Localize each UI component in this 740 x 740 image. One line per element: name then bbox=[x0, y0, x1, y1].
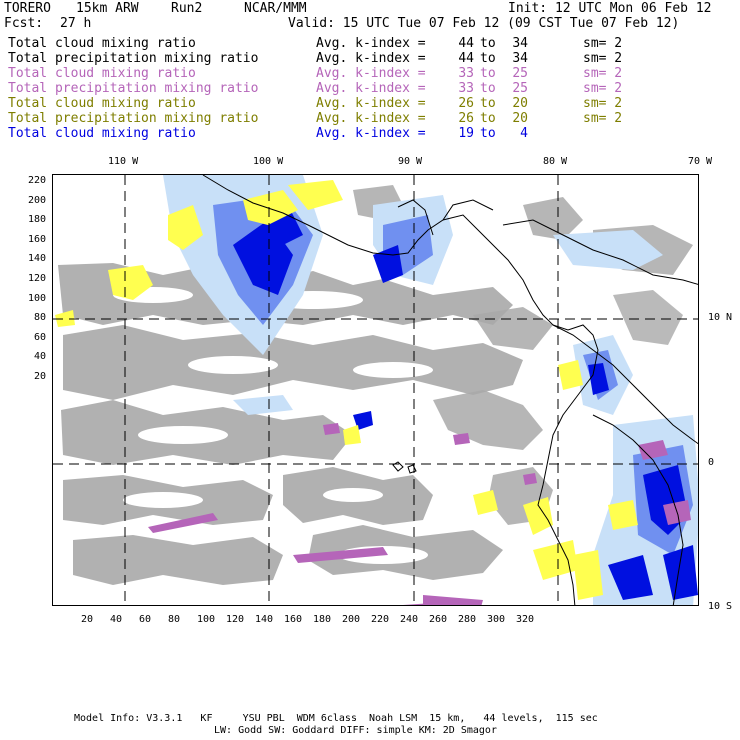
x-tick-label: 260 bbox=[429, 614, 448, 625]
y-tick-label: 180 bbox=[27, 214, 46, 226]
lon-label-90w: 90 W bbox=[398, 156, 423, 167]
y-tick-label: 100 bbox=[27, 292, 46, 304]
legend-avg-label: Avg. k-index = bbox=[316, 111, 426, 126]
lon-label-80w: 80 W bbox=[543, 156, 568, 167]
x-tick-label: 240 bbox=[400, 614, 419, 625]
legend-avg-label: Avg. k-index = bbox=[316, 36, 426, 51]
lat-label-0: 0 bbox=[708, 457, 715, 468]
legend-k-to: 25 bbox=[512, 66, 528, 81]
legend-label: Total precipitation mixing ratio bbox=[8, 111, 259, 126]
legend-to: to bbox=[480, 126, 496, 141]
lat-label-10s: 10 S bbox=[708, 601, 733, 612]
legend-k-to: 34 bbox=[512, 36, 528, 51]
legend-k-from: 44 bbox=[458, 36, 474, 51]
model-name: TORERO bbox=[4, 1, 51, 16]
forecast-label: Fcst: bbox=[4, 16, 44, 31]
x-tick-label: 20 bbox=[81, 614, 94, 625]
x-tick-label: 140 bbox=[255, 614, 274, 625]
lon-label-100w: 100 W bbox=[253, 156, 284, 167]
x-tick-label: 120 bbox=[226, 614, 245, 625]
legend-row: Total precipitation mixing ratio Avg. k-i… bbox=[8, 111, 648, 126]
legend-label: Total cloud mixing ratio bbox=[8, 36, 196, 51]
legend-to: to bbox=[480, 66, 496, 81]
x-tick-label: 320 bbox=[516, 614, 535, 625]
y-tick-label: 120 bbox=[27, 273, 46, 284]
lat-label-10n: 10 N bbox=[708, 312, 733, 323]
legend-to: to bbox=[480, 51, 496, 66]
legend-to: to bbox=[480, 111, 496, 126]
legend-avg-label: Avg. k-index = bbox=[316, 96, 426, 111]
valid-time: Valid: 15 UTC Tue 07 Feb 12 (09 CST Tue … bbox=[288, 16, 680, 31]
legend-k-to: 34 bbox=[512, 51, 528, 66]
y-tick-label: 140 bbox=[27, 253, 46, 265]
model-run: Run2 bbox=[171, 1, 203, 16]
x-tick-label: 40 bbox=[110, 614, 123, 625]
forecast-hour: 27 h bbox=[60, 16, 92, 31]
x-tick-label: 220 bbox=[371, 614, 390, 625]
legend-k-from: 44 bbox=[458, 51, 474, 66]
legend-k-to: 20 bbox=[512, 96, 528, 111]
physics-info: LW: Godd SW: Goddard DIFF: simple KM: 2D… bbox=[214, 725, 497, 736]
legend-label: Total precipitation mixing ratio bbox=[8, 81, 259, 96]
legend-k-from: 19 bbox=[458, 126, 474, 141]
y-tick-label: 80 bbox=[33, 312, 46, 324]
legend-avg-label: Avg. k-index = bbox=[316, 126, 426, 141]
x-tick-label: 300 bbox=[487, 614, 506, 625]
legend-k-from: 33 bbox=[458, 81, 474, 96]
model-info: Model Info: V3.3.1 KF YSU PBL WDM 6class… bbox=[74, 713, 598, 724]
legend-k-to: 4 bbox=[520, 126, 528, 141]
legend-row: Total cloud mixing ratio Avg. k-index = 19… bbox=[8, 126, 648, 141]
legend-smoothing: sm= 2 bbox=[583, 36, 623, 51]
legend-smoothing: sm= 2 bbox=[583, 51, 623, 66]
x-tick-label: 180 bbox=[313, 614, 332, 625]
legend-to: to bbox=[480, 96, 496, 111]
legend-to: to bbox=[480, 81, 496, 96]
legend-label: Total precipitation mixing ratio bbox=[8, 51, 259, 66]
legend-row: Total precipitation mixing ratio Avg. k-i… bbox=[8, 51, 648, 66]
y-tick-label: 200 bbox=[27, 194, 46, 206]
legend-row: Total precipitation mixing ratio Avg. k-i… bbox=[8, 81, 648, 96]
y-tick-label: 40 bbox=[33, 351, 46, 363]
legend-smoothing: sm= 2 bbox=[583, 66, 623, 81]
legend-to: to bbox=[480, 36, 496, 51]
legend-smoothing: sm= 2 bbox=[583, 111, 623, 126]
legend-avg-label: Avg. k-index = bbox=[316, 66, 426, 81]
x-tick-label: 280 bbox=[458, 614, 477, 625]
legend-row: Total cloud mixing ratio Avg. k-index = 44… bbox=[8, 36, 648, 51]
legend-avg-label: Avg. k-index = bbox=[316, 51, 426, 66]
y-tick-label: 220 bbox=[27, 175, 46, 186]
x-tick-label: 160 bbox=[284, 614, 303, 625]
y-tick-label: 60 bbox=[33, 331, 46, 343]
coastlines bbox=[202, 175, 698, 605]
x-tick-label: 80 bbox=[168, 614, 181, 625]
legend-smoothing: sm= 2 bbox=[583, 81, 623, 96]
lat-lon-grid bbox=[53, 175, 698, 605]
model-org: NCAR/MMM bbox=[244, 1, 307, 16]
legend-label: Total cloud mixing ratio bbox=[8, 96, 196, 111]
y-tick-label: 20 bbox=[33, 371, 46, 382]
legend-k-to: 20 bbox=[512, 111, 528, 126]
legend-k-to: 25 bbox=[512, 81, 528, 96]
legend-avg-label: Avg. k-index = bbox=[316, 81, 426, 96]
legend-label: Total cloud mixing ratio bbox=[8, 66, 196, 81]
lon-label-110w: 110 W bbox=[108, 156, 139, 167]
init-time: Init: 12 UTC Mon 06 Feb 12 bbox=[508, 1, 712, 16]
lon-label-70w: 70 W bbox=[688, 156, 713, 167]
model-resolution: 15km ARW bbox=[76, 1, 139, 16]
legend-label: Total cloud mixing ratio bbox=[8, 126, 196, 141]
x-tick-label: 60 bbox=[139, 614, 152, 625]
legend-k-from: 33 bbox=[458, 66, 474, 81]
map-panel bbox=[52, 174, 699, 606]
x-tick-label: 100 bbox=[197, 614, 216, 625]
precip-field-yellow bbox=[55, 180, 638, 600]
y-tick-label: 160 bbox=[27, 233, 46, 245]
legend-row: Total cloud mixing ratio Avg. k-index = 26… bbox=[8, 96, 648, 111]
legend-row: Total cloud mixing ratio Avg. k-index = 33… bbox=[8, 66, 648, 81]
legend-k-from: 26 bbox=[458, 111, 474, 126]
x-tick-label: 200 bbox=[342, 614, 361, 625]
legend-k-from: 26 bbox=[458, 96, 474, 111]
map-svg bbox=[53, 175, 698, 605]
legend-smoothing: sm= 2 bbox=[583, 96, 623, 111]
